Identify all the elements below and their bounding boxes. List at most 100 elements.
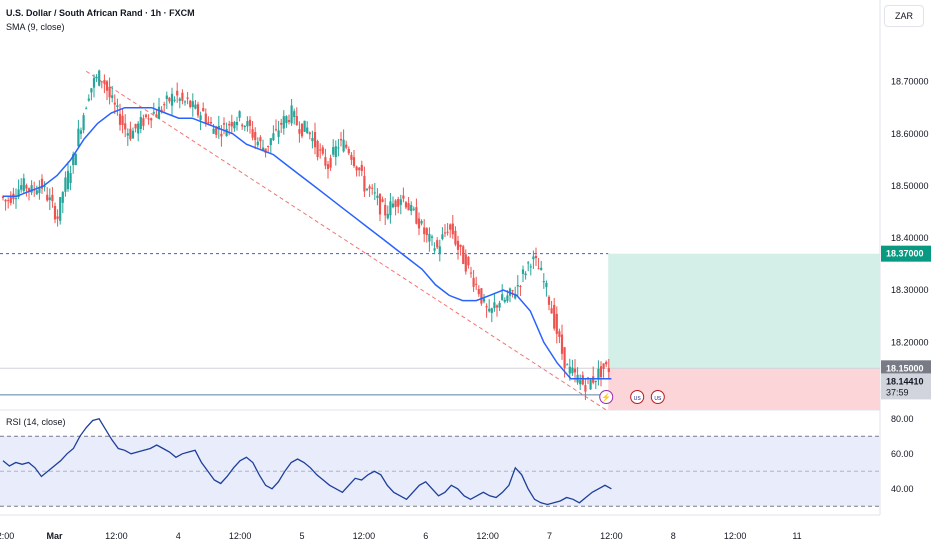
candle-body [420, 221, 423, 224]
candle-body [191, 101, 194, 108]
candle-body [399, 199, 402, 205]
candle-body [441, 234, 444, 239]
candle-body [183, 101, 187, 103]
candle-body [220, 133, 223, 137]
candle-body [566, 364, 569, 366]
candle-body [194, 104, 197, 109]
rsi-pane [0, 418, 880, 507]
candle-body [415, 207, 418, 224]
candle-body [295, 116, 298, 126]
candle-body [157, 106, 161, 119]
candle-body [176, 90, 179, 96]
rsi-tick-label: 40.00 [891, 484, 914, 494]
candle-body [163, 104, 166, 106]
sma-indicator-label[interactable]: SMA (9, close) [6, 22, 65, 32]
rsi-indicator-label[interactable]: RSI (14, close) [6, 417, 66, 427]
candle-body [446, 231, 449, 233]
candle-body [17, 189, 20, 198]
candle-body [602, 363, 605, 369]
candle-body [87, 98, 90, 101]
position-zones [0, 253, 880, 410]
candle-body [311, 138, 314, 142]
candles [1, 69, 610, 401]
candle-body [436, 240, 439, 248]
candle-body [332, 147, 335, 155]
candle-body [316, 141, 319, 158]
candle-body [589, 379, 592, 390]
candle-body [111, 95, 114, 98]
candle-body [605, 361, 608, 365]
candle-body [501, 294, 504, 301]
candle-body [186, 97, 189, 99]
candle-body [254, 132, 257, 141]
candle-body [607, 368, 610, 373]
candle-body [92, 77, 96, 88]
price-tick-label: 18.60000 [891, 129, 929, 139]
candle-body [371, 187, 374, 189]
candle-body [38, 187, 41, 193]
candle-body [181, 92, 184, 101]
candle-body [326, 164, 330, 169]
candle-body [256, 141, 259, 146]
candle-body [72, 154, 75, 166]
candle-body [397, 198, 400, 207]
candle-body [139, 117, 142, 130]
candle-body [410, 205, 413, 212]
candle-body [597, 368, 600, 380]
candle-body [560, 334, 564, 354]
candle-body [40, 178, 44, 189]
candle-body [342, 139, 345, 152]
candle-body [571, 367, 574, 374]
candle-body [555, 313, 558, 334]
candle-body [215, 126, 218, 135]
price-tick-label: 18.40000 [891, 233, 929, 243]
currency-button[interactable]: ZAR [884, 5, 924, 27]
candle-body [196, 104, 200, 116]
sma-line [3, 106, 612, 380]
candle-body [394, 200, 397, 207]
candle-body [532, 256, 535, 260]
take-profit-badge: 18.37000 [886, 249, 924, 259]
candle-body [103, 80, 106, 84]
candle-body [485, 306, 488, 308]
candle-body [469, 272, 473, 274]
candle-body [339, 138, 343, 141]
downtrend-line [85, 70, 607, 411]
candle-body [287, 120, 291, 122]
candle-body [495, 305, 499, 308]
candle-body [243, 126, 246, 128]
candle-body [228, 123, 231, 126]
us-flag-icon-glyph: US [634, 396, 642, 402]
candle-body [433, 248, 436, 251]
candle-body [189, 100, 192, 107]
candle-body [274, 129, 278, 131]
candle-body [4, 199, 7, 202]
candle-body [402, 195, 405, 199]
candle-body [69, 173, 72, 183]
candle-body [66, 170, 70, 190]
candle-body [516, 285, 519, 287]
candle-body [389, 201, 392, 216]
candle-body [303, 120, 306, 132]
candle-body [381, 199, 384, 202]
candle-body [313, 131, 317, 148]
candle-body [134, 124, 137, 129]
us-flag-icon [650, 390, 665, 404]
candle-body [100, 81, 103, 83]
candle-body [165, 95, 168, 100]
lightning-icon-glyph: ⚡ [601, 392, 611, 402]
candle-body [137, 123, 140, 134]
candle-body [534, 256, 538, 259]
candle-body [269, 138, 272, 146]
candle-body [155, 114, 158, 118]
candle-body [7, 200, 10, 202]
price-tick-label: 18.50000 [891, 181, 929, 191]
rsi-line-path [2, 418, 612, 506]
rsi-tick-label: 60.00 [891, 449, 914, 459]
time-tick-label: 7 [547, 531, 552, 541]
candle-body [368, 186, 371, 189]
candle-body [207, 122, 210, 124]
candle-body [1, 196, 5, 198]
